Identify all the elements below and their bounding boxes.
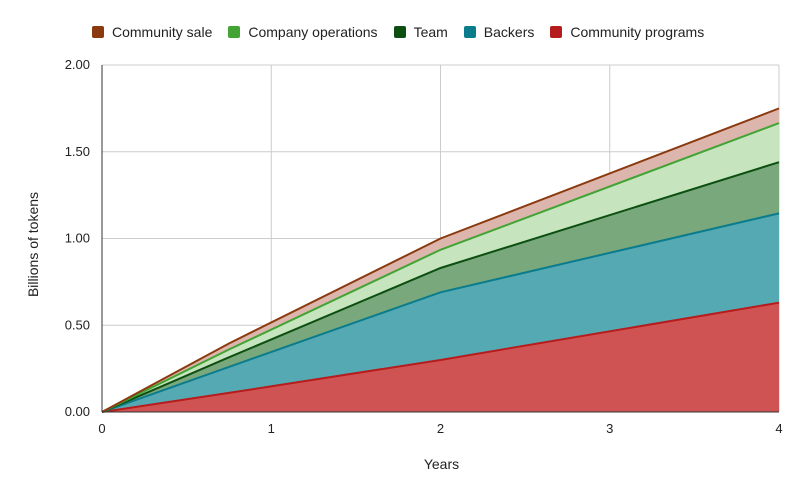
- x-axis-title: Years: [424, 456, 459, 472]
- y-axis-title: Billions of tokens: [25, 192, 41, 297]
- line-community-sale: [101, 107, 780, 413]
- legend-item-backers[interactable]: Backers: [463, 24, 535, 40]
- line-company-operations: [101, 122, 780, 413]
- line-team: [101, 161, 780, 413]
- x-tick-label: 1: [268, 421, 275, 436]
- legend-item-team[interactable]: Team: [393, 24, 448, 40]
- legend-item-community-programs[interactable]: Community programs: [550, 24, 704, 40]
- area-community-sale: [102, 108, 779, 412]
- legend-label: Company operations: [248, 24, 378, 40]
- y-tick-label: 1.50: [65, 144, 90, 159]
- x-tick-label: 3: [606, 421, 613, 436]
- area-team: [102, 162, 779, 412]
- legend-label: Backers: [483, 24, 535, 40]
- legend-swatch: [463, 26, 476, 38]
- legend-swatch: [92, 26, 104, 38]
- legend-label: Community programs: [570, 24, 705, 40]
- legend-item-community-sale[interactable]: Community sale: [92, 24, 212, 40]
- area-community-programs: [102, 302, 779, 412]
- legend-item-company-operations[interactable]: Company operations: [228, 24, 378, 40]
- line-backers: [101, 212, 780, 413]
- legend-swatch: [228, 26, 241, 38]
- x-tick-label: 4: [775, 421, 782, 436]
- y-tick-label: 0.50: [65, 317, 90, 332]
- legend-label: Team: [413, 24, 448, 40]
- y-tick-label: 2.00: [65, 57, 90, 72]
- y-tick-label: 1.00: [65, 231, 90, 246]
- line-community-programs: [101, 301, 780, 413]
- y-tick-label: 0.00: [65, 404, 90, 419]
- x-tick-label: 2: [437, 421, 444, 436]
- chart-legend: Community sale Company operations Team Back…: [92, 24, 720, 40]
- legend-swatch: [550, 26, 563, 38]
- legend-label: Community sale: [112, 24, 213, 40]
- area-backers: [102, 213, 779, 412]
- x-tick-label: 0: [98, 421, 105, 436]
- legend-swatch: [393, 26, 406, 38]
